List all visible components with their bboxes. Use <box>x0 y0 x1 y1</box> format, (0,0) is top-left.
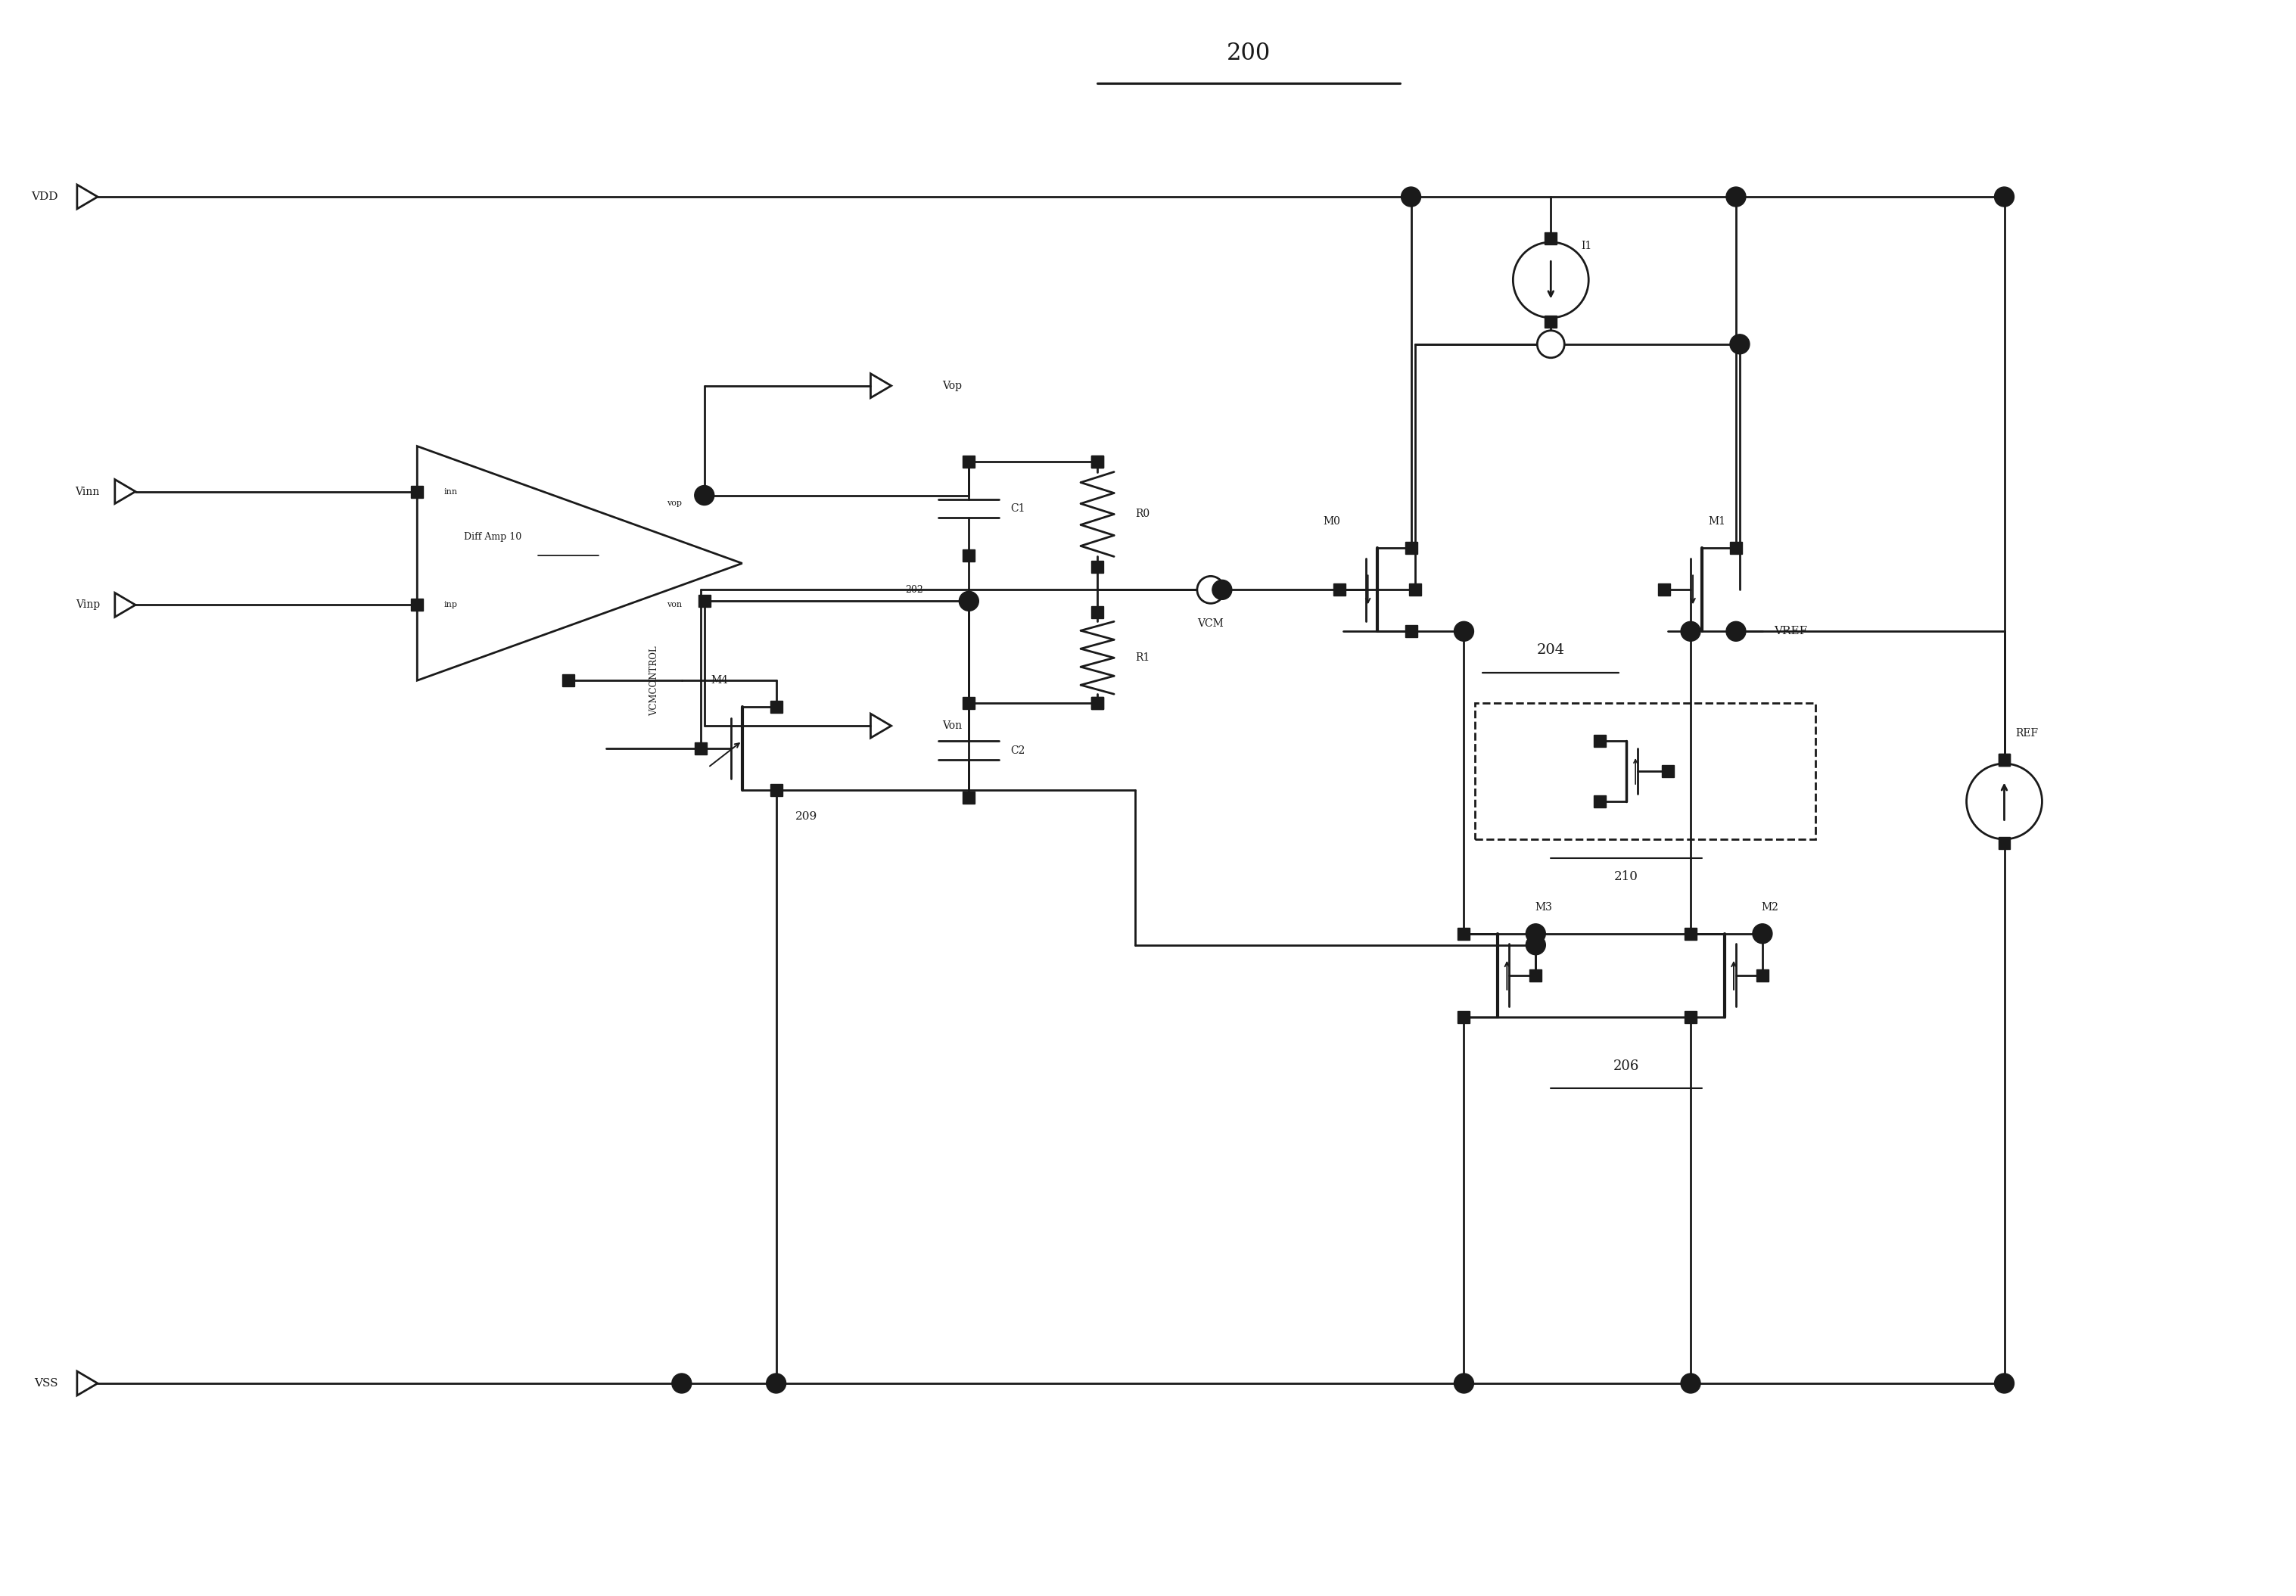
Bar <box>1998 753 2011 766</box>
Text: REF: REF <box>2016 728 2039 739</box>
Circle shape <box>696 485 714 506</box>
Bar <box>1685 1010 1697 1023</box>
Bar <box>1998 836 2011 849</box>
Text: VSS: VSS <box>34 1377 57 1389</box>
Bar <box>1545 316 1557 327</box>
Circle shape <box>1995 187 2014 206</box>
Text: VCM: VCM <box>1199 619 1224 629</box>
Bar <box>1998 753 2011 766</box>
Bar <box>1729 543 1743 554</box>
Text: VCMCONTROL: VCMCONTROL <box>650 645 659 715</box>
Bar <box>411 485 422 498</box>
Bar <box>1476 704 1816 839</box>
Bar <box>1593 734 1605 747</box>
Circle shape <box>1541 334 1561 354</box>
Circle shape <box>1681 621 1701 642</box>
Text: vop: vop <box>666 500 682 506</box>
Text: Von: Von <box>941 720 962 731</box>
Bar <box>962 697 976 709</box>
Circle shape <box>1401 187 1421 206</box>
Bar <box>1685 927 1697 940</box>
Text: M2: M2 <box>1761 902 1779 913</box>
Circle shape <box>1527 924 1545 943</box>
Bar <box>1593 795 1605 808</box>
Text: 209: 209 <box>794 811 817 822</box>
Text: 202: 202 <box>905 584 923 595</box>
Bar <box>1405 543 1417 554</box>
Text: R0: R0 <box>1134 509 1150 520</box>
Text: M0: M0 <box>1322 517 1341 527</box>
Text: I1: I1 <box>1582 241 1591 251</box>
Text: C1: C1 <box>1010 503 1026 514</box>
Text: 204: 204 <box>1536 643 1566 658</box>
Bar <box>1091 697 1104 709</box>
Bar <box>1091 697 1104 709</box>
Circle shape <box>1538 330 1564 358</box>
Circle shape <box>1727 621 1745 642</box>
Bar <box>1729 626 1743 637</box>
Text: VREF: VREF <box>1775 626 1807 637</box>
Circle shape <box>1729 334 1750 354</box>
Circle shape <box>673 1374 691 1393</box>
Text: M3: M3 <box>1534 902 1552 913</box>
Text: Vinn: Vinn <box>76 487 99 496</box>
Text: 206: 206 <box>1614 1060 1639 1073</box>
Bar <box>769 701 783 713</box>
Circle shape <box>1453 621 1474 642</box>
Circle shape <box>1752 924 1773 943</box>
Bar <box>1658 584 1669 595</box>
Text: Vinp: Vinp <box>76 600 99 610</box>
Text: M4: M4 <box>712 675 728 686</box>
Text: Diff Amp 10: Diff Amp 10 <box>464 531 521 541</box>
Text: 210: 210 <box>1614 870 1639 884</box>
Circle shape <box>1527 935 1545 954</box>
Bar <box>696 742 707 755</box>
Text: inp: inp <box>443 602 457 608</box>
Text: Vop: Vop <box>941 380 962 391</box>
Circle shape <box>1212 579 1233 600</box>
Bar <box>563 675 574 686</box>
Bar <box>1091 455 1104 468</box>
Bar <box>1458 927 1469 940</box>
Text: VDD: VDD <box>32 192 57 203</box>
Bar <box>1545 233 1557 244</box>
Circle shape <box>1453 1374 1474 1393</box>
Text: von: von <box>666 602 682 608</box>
Bar <box>962 792 976 804</box>
Bar <box>1756 969 1768 982</box>
Bar <box>769 784 783 796</box>
Circle shape <box>1681 1374 1701 1393</box>
Bar <box>1334 584 1345 595</box>
Bar <box>1091 562 1104 573</box>
Bar <box>1405 626 1417 637</box>
Circle shape <box>767 1374 785 1393</box>
Bar <box>1091 455 1104 468</box>
Bar <box>1458 1010 1469 1023</box>
Circle shape <box>1196 576 1224 603</box>
Bar <box>962 549 976 562</box>
Circle shape <box>1727 187 1745 206</box>
Text: R1: R1 <box>1134 653 1150 662</box>
Circle shape <box>1995 1374 2014 1393</box>
Bar <box>962 455 976 468</box>
Text: C2: C2 <box>1010 745 1024 755</box>
Bar <box>1410 584 1421 595</box>
Bar <box>1729 626 1743 637</box>
Text: 200: 200 <box>1226 41 1270 65</box>
Text: M1: M1 <box>1708 517 1727 527</box>
Text: inn: inn <box>443 488 457 495</box>
Bar <box>1091 606 1104 619</box>
Bar <box>698 490 709 501</box>
Circle shape <box>960 591 978 611</box>
Bar <box>1662 764 1674 777</box>
Bar <box>1529 969 1541 982</box>
Bar <box>698 595 709 606</box>
Bar <box>411 598 422 611</box>
